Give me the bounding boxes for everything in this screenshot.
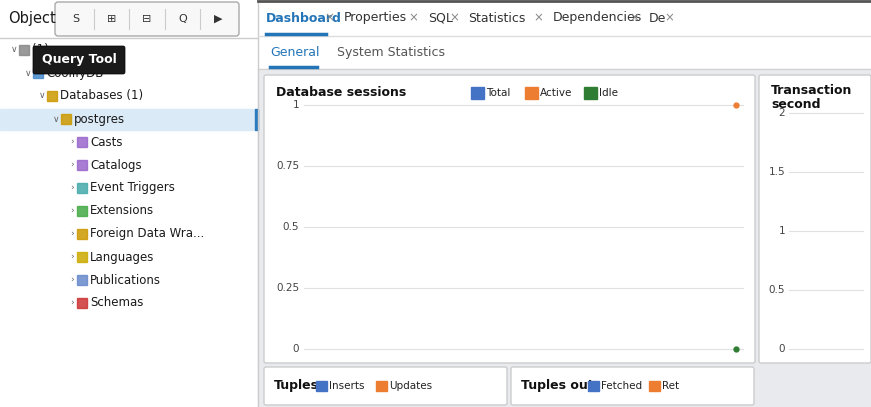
Bar [61, 114, 71, 124]
Text: 0.5: 0.5 [768, 285, 785, 295]
Text: ⊞: ⊞ [107, 14, 116, 24]
Text: 0.5: 0.5 [282, 222, 299, 232]
Text: Publications: Publications [90, 274, 161, 287]
Bar [19, 45, 29, 55]
Bar [258, 36, 871, 69]
Text: Database sessions: Database sessions [276, 87, 406, 99]
Bar [258, 0, 871, 36]
Text: ›: › [71, 230, 74, 239]
Text: Properties: Properties [344, 11, 407, 24]
Text: General: General [270, 46, 320, 59]
FancyBboxPatch shape [511, 367, 754, 405]
Text: Tuples: Tuples [274, 379, 319, 392]
Text: ›: › [71, 160, 74, 169]
Bar [471, 87, 484, 99]
Text: System Statistics: System Statistics [337, 46, 445, 59]
FancyBboxPatch shape [264, 367, 507, 405]
Bar [77, 183, 87, 193]
FancyBboxPatch shape [33, 46, 125, 74]
Text: Statistics: Statistics [469, 11, 526, 24]
FancyBboxPatch shape [264, 75, 755, 363]
Text: Inserts: Inserts [328, 381, 364, 391]
Text: ⊟: ⊟ [142, 14, 152, 24]
Text: second: second [771, 98, 820, 110]
Bar [77, 206, 87, 216]
Bar [47, 91, 57, 101]
Text: ›: › [71, 138, 74, 147]
Text: S: S [72, 14, 79, 24]
Text: ∨: ∨ [10, 46, 17, 55]
Text: Dashboard: Dashboard [266, 11, 342, 24]
Text: Total: Total [486, 88, 510, 98]
Text: Schemas: Schemas [90, 297, 144, 309]
Text: De: De [649, 11, 666, 24]
Text: ∨: ∨ [24, 68, 31, 77]
Text: 2: 2 [779, 108, 785, 118]
Bar [255, 109, 258, 129]
Bar [376, 381, 388, 391]
Text: Dependencies: Dependencies [552, 11, 642, 24]
Bar [77, 229, 87, 239]
Bar [0, 0, 258, 407]
Text: 0: 0 [293, 344, 299, 354]
Bar [33, 68, 43, 78]
Text: ×: × [665, 11, 674, 24]
Text: ›: › [71, 206, 74, 215]
Bar [316, 381, 327, 391]
Text: Tuples out: Tuples out [521, 379, 594, 392]
Text: (1): (1) [32, 44, 49, 57]
Text: ▶: ▶ [214, 14, 222, 24]
Text: Ret: Ret [662, 381, 679, 391]
Text: Query Tool: Query Tool [42, 53, 117, 66]
Text: 0: 0 [779, 344, 785, 354]
Bar [0, 109, 255, 129]
Text: Updates: Updates [389, 381, 433, 391]
Bar [0, 0, 258, 38]
Text: Q: Q [179, 14, 187, 24]
Bar [77, 137, 87, 147]
Text: Object: Object [8, 11, 56, 26]
Bar [258, 69, 871, 407]
Bar [77, 298, 87, 308]
Bar [77, 275, 87, 285]
Bar [588, 381, 599, 391]
Text: CoolifyDB: CoolifyDB [46, 66, 104, 79]
Text: Active: Active [539, 88, 572, 98]
Text: ×: × [408, 11, 419, 24]
Text: Extensions: Extensions [90, 204, 154, 217]
Text: 0.75: 0.75 [276, 161, 299, 171]
Bar [524, 87, 537, 99]
Text: ›: › [71, 298, 74, 308]
Bar [77, 252, 87, 262]
Text: 1.5: 1.5 [768, 167, 785, 177]
Text: ∨: ∨ [38, 92, 45, 101]
Text: ×: × [630, 11, 639, 24]
Bar [77, 160, 87, 170]
Text: Foreign Data Wra...: Foreign Data Wra... [90, 228, 205, 241]
Text: Catalogs: Catalogs [90, 158, 142, 171]
Text: Event Triggers: Event Triggers [90, 182, 175, 195]
Text: Casts: Casts [90, 136, 123, 149]
Text: SQL: SQL [428, 11, 453, 24]
Bar [649, 381, 659, 391]
Text: 1: 1 [779, 226, 785, 236]
Text: ∨: ∨ [52, 114, 59, 123]
Text: ›: › [71, 184, 74, 193]
Text: 0.25: 0.25 [276, 283, 299, 293]
Text: ×: × [449, 11, 459, 24]
FancyBboxPatch shape [55, 2, 239, 36]
Text: Transaction: Transaction [771, 85, 853, 98]
Text: ›: › [71, 276, 74, 284]
FancyBboxPatch shape [759, 75, 871, 363]
Text: Fetched: Fetched [601, 381, 642, 391]
Text: postgres: postgres [74, 112, 125, 125]
Text: Idle: Idle [598, 88, 618, 98]
Text: ×: × [533, 11, 544, 24]
Text: 1: 1 [293, 100, 299, 110]
Text: ›: › [71, 252, 74, 262]
Text: ×: × [325, 11, 334, 24]
Text: Languages: Languages [90, 250, 154, 263]
Bar [584, 87, 597, 99]
Text: Databases (1): Databases (1) [60, 90, 143, 103]
